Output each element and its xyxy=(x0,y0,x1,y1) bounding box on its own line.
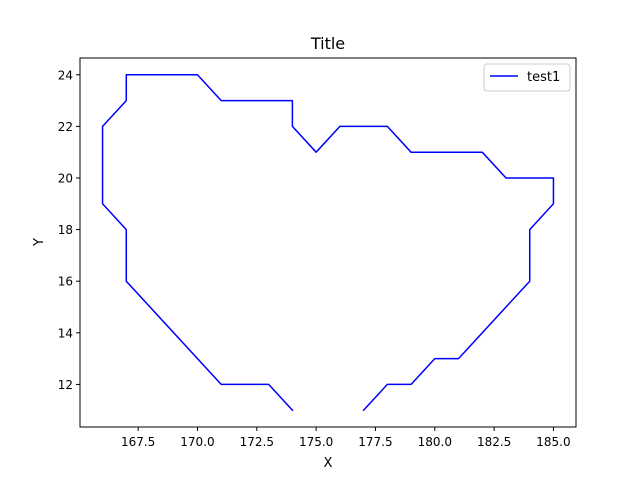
x-axis-ticks: 167.5 170.0 172.5 175.0 177.5 180.0 182.5 185.0 xyxy=(121,427,571,449)
x-tick-label: 172.5 xyxy=(240,435,274,449)
legend: test1 xyxy=(483,63,571,92)
y-tick-label: 14 xyxy=(58,326,73,340)
legend-box xyxy=(483,63,571,92)
y-tick-label: 18 xyxy=(58,223,73,237)
x-tick-label: 177.5 xyxy=(358,435,392,449)
y-tick-label: 20 xyxy=(58,171,73,185)
x-axis-label: X xyxy=(324,456,333,471)
x-tick-label: 175.0 xyxy=(299,435,333,449)
y-tick-label: 16 xyxy=(58,275,73,289)
y-tick-label: 22 xyxy=(58,120,73,134)
plot-area xyxy=(101,74,555,412)
y-tick-label: 12 xyxy=(58,378,73,392)
x-tick-label: 182.5 xyxy=(477,435,511,449)
y-axis-label: Y xyxy=(32,238,47,247)
y-axis-ticks: 12 14 16 18 20 22 24 xyxy=(58,68,80,392)
chart-title: Title xyxy=(310,34,345,53)
x-tick-label: 180.0 xyxy=(418,435,452,449)
x-tick-label: 185.0 xyxy=(536,435,570,449)
plot-frame xyxy=(79,57,577,428)
legend-label-test1: test1 xyxy=(527,70,560,85)
x-tick-label: 170.0 xyxy=(180,435,214,449)
y-tick-label: 24 xyxy=(58,68,73,82)
series-line-test1 xyxy=(101,74,555,412)
x-tick-label: 167.5 xyxy=(121,435,155,449)
